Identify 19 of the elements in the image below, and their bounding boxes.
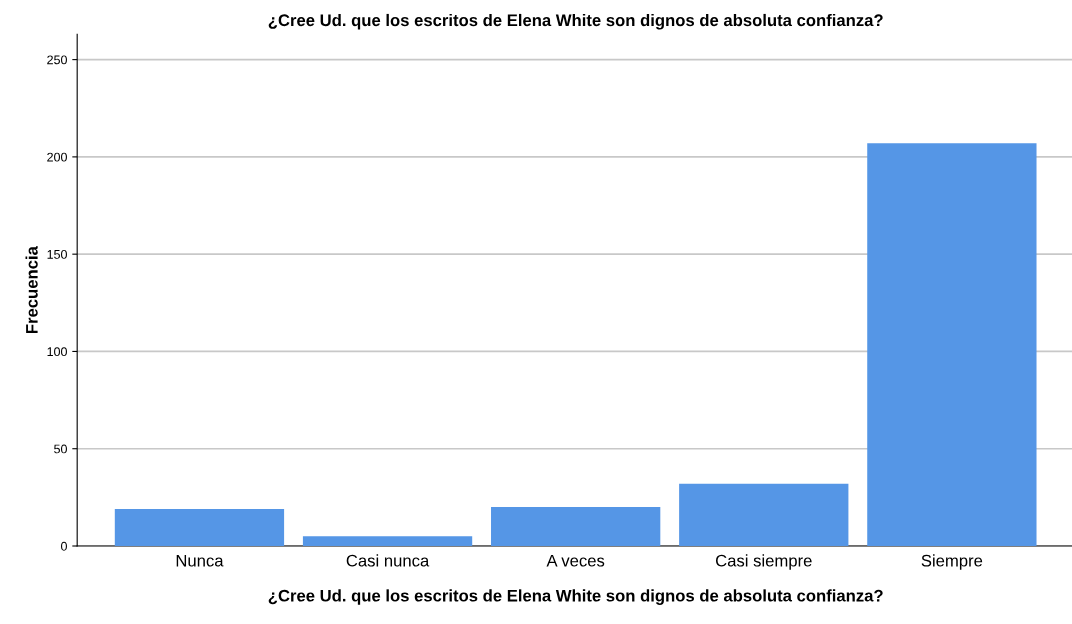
y-tick-label: 150 [47, 249, 67, 259]
bar [302, 536, 473, 546]
y-tick-label: 200 [47, 152, 67, 162]
y-tick-label: 0 [61, 541, 67, 551]
x-tick-label: Siempre [921, 554, 983, 570]
x-tick-label: Casi nunca [346, 554, 430, 567]
y-tick-label: 50 [54, 444, 67, 454]
bar [114, 509, 285, 546]
x-tick-label: Casi siempre [715, 554, 812, 570]
y-tick-label: 100 [47, 347, 67, 357]
y-tick-label: 250 [47, 55, 67, 65]
bar [679, 483, 849, 546]
x-tick-label: Nunca [176, 554, 224, 567]
bar [491, 507, 661, 546]
y-axis-title: Frecuencia [25, 246, 38, 334]
x-axis-title: ¿Cree Ud. que los escritos de Elena White son dignos de absoluta confianza? [268, 589, 883, 605]
x-tick-label: A veces [546, 554, 605, 567]
bar [867, 143, 1037, 546]
chart-title: ¿Cree Ud. que los escritos de Elena White son dignos de absoluta confianza? [268, 13, 883, 30]
